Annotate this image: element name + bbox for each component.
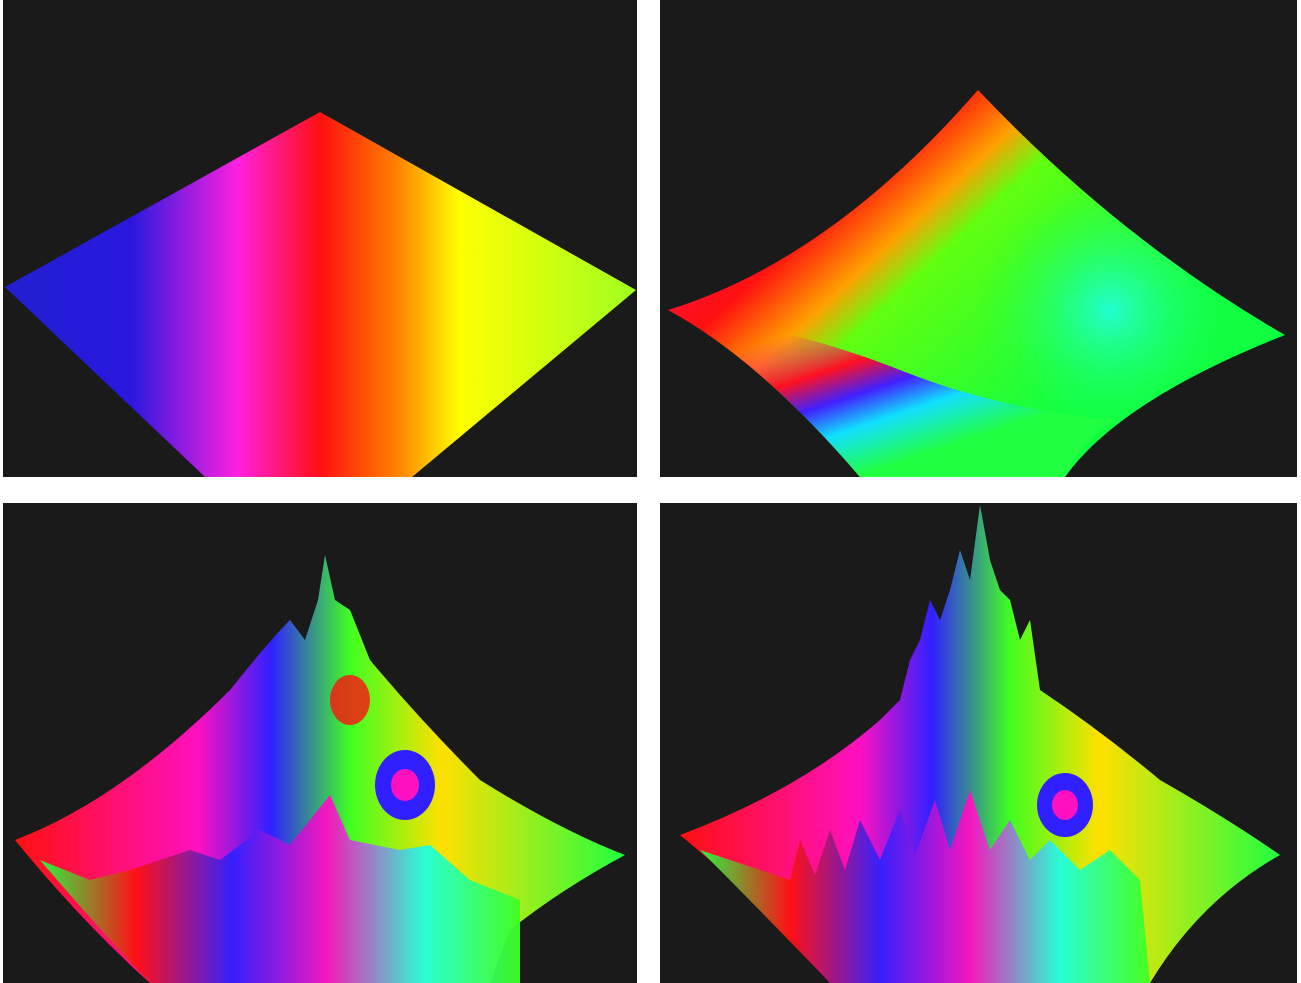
surface-plane: [5, 112, 636, 477]
surface-terrain: [15, 555, 625, 983]
surface-saddle: [668, 90, 1285, 477]
surface-terrain-spiky: [680, 505, 1280, 983]
